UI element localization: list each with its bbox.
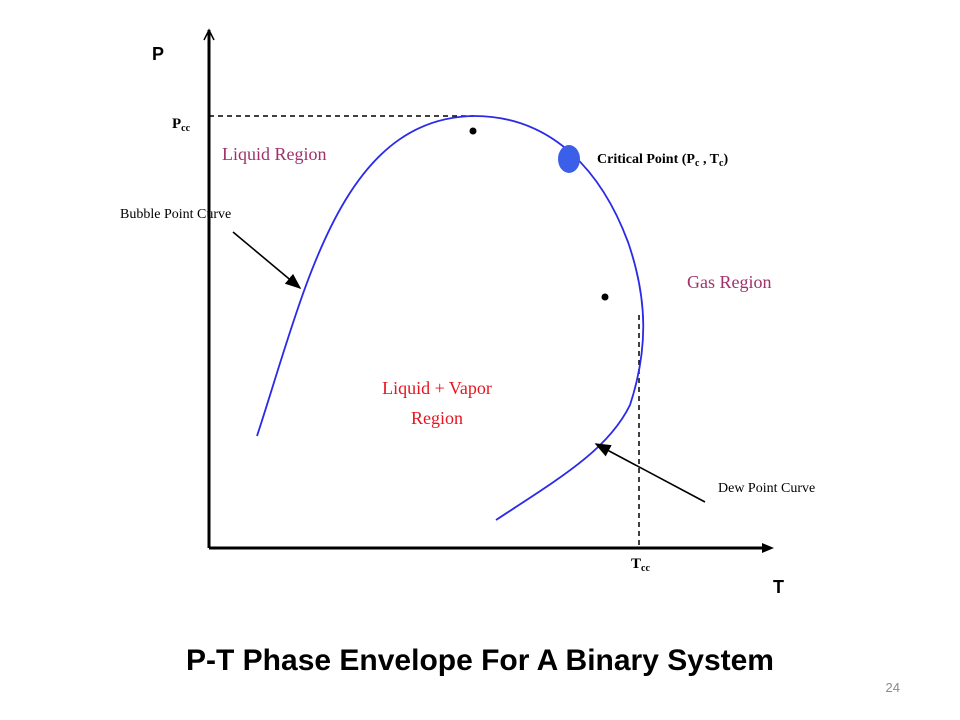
phase-envelope-curve [256, 115, 645, 521]
cricondentherm-dot [601, 293, 609, 301]
liquid-region-label: Liquid Region [222, 144, 327, 164]
bubble-point-curve-label: Bubble Point Curve [120, 207, 231, 222]
y-axis-label: P [152, 44, 164, 64]
dew-point-curve-label: Dew Point Curve [718, 481, 815, 496]
gas-region-label: Gas Region [687, 272, 772, 292]
y-axis-arrow-icon [203, 28, 215, 41]
x-axis-arrow-icon [762, 543, 774, 553]
slide-title: P-T Phase Envelope For A Binary System [186, 644, 774, 677]
critical-point-label: Critical Point (Pc , Tc) [597, 152, 728, 169]
dew-point-arrow [594, 443, 706, 503]
x-axis-label: T [773, 577, 784, 597]
bubble-point-arrow [232, 231, 302, 290]
critical-point-marker [558, 145, 580, 173]
two-phase-region-label-line1: Liquid + Vapor [382, 378, 492, 398]
two-phase-region-label-line2: Region [411, 408, 463, 428]
page-number: 24 [885, 680, 900, 695]
pcc-label: Pcc [172, 116, 191, 134]
tcc-label: Tcc [631, 556, 650, 574]
cricondenbar-dot [469, 127, 477, 135]
